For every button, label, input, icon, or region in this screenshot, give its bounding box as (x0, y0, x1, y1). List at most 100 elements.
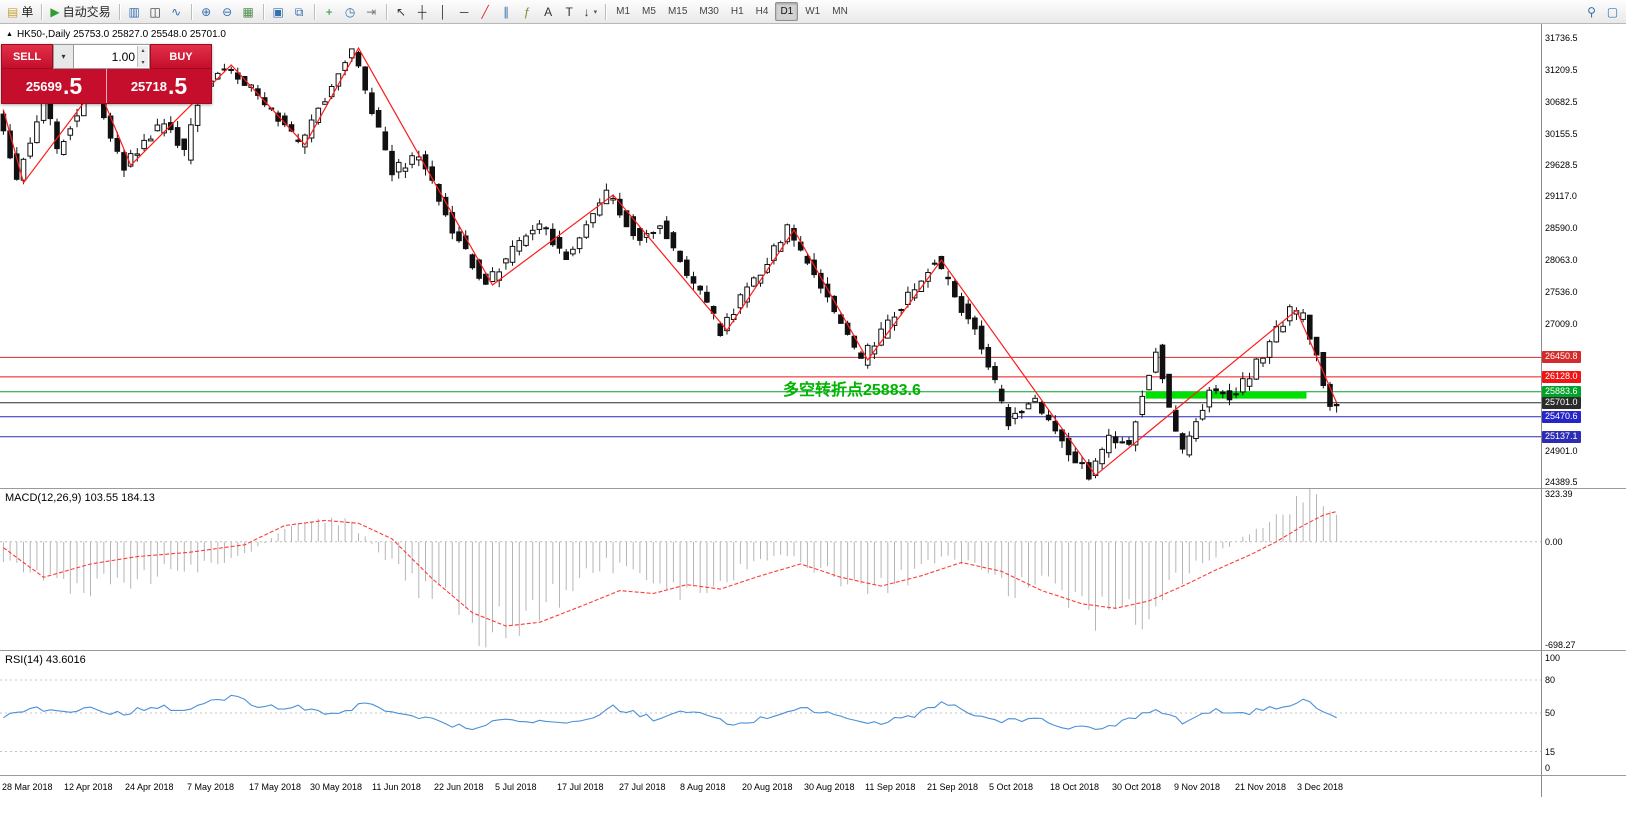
bar-chart-icon: ▥ (128, 4, 140, 19)
timeframe-h1[interactable]: H1 (730, 6, 744, 17)
candlestick-chart-button[interactable]: ◫ (145, 2, 166, 22)
text-icon: A (544, 4, 553, 19)
chart-shift-icon: ⇥ (366, 4, 377, 19)
period-clock-icon: ◷ (344, 4, 356, 19)
line-chart-button[interactable]: ∿ (166, 2, 187, 22)
volume-dropdown-button[interactable]: ▾ (53, 44, 74, 69)
vertical-line-icon: │ (439, 4, 447, 19)
trendline-button[interactable]: ╱ (475, 2, 496, 22)
price-tick-label: 31736.5 (1545, 33, 1578, 43)
auto-trading-icon: ▶ (50, 4, 60, 19)
auto-trading-button-label: 自动交易 (62, 5, 111, 19)
sell-price-frac: .5 (62, 72, 83, 99)
panel-separator[interactable] (0, 488, 1626, 489)
cursor-icon: ↖ (396, 4, 407, 19)
price-tick-label: 29628.5 (1545, 160, 1578, 171)
one-click-collapse-icon[interactable]: ▲ (6, 31, 13, 38)
time-tick-label: 28 Mar 2018 (2, 782, 53, 792)
crosshair-button[interactable]: ┼ (412, 2, 433, 22)
timeframe-d1[interactable]: D1 (775, 2, 799, 21)
cursor-button[interactable]: ↖ (391, 2, 412, 22)
fibonacci-button[interactable]: ƒ (517, 2, 538, 22)
bar-chart-button[interactable]: ▥ (124, 2, 145, 22)
macd-tick-label: -698.27 (1545, 640, 1576, 650)
price-tick-label: 29117.0 (1545, 191, 1577, 202)
price-tick-label: 24389.5 (1545, 477, 1578, 487)
timeframe-m15[interactable]: M15 (667, 6, 688, 17)
toolbar-divider (190, 3, 192, 20)
zoom-in-icon: ⊕ (201, 4, 212, 19)
time-tick-label: 9 Nov 2018 (1174, 782, 1221, 792)
price-tick-label: 28063.0 (1545, 255, 1578, 265)
time-tick-label: 12 Apr 2018 (64, 782, 113, 792)
horizontal-line-button[interactable]: ─ (454, 2, 475, 22)
timeframe-mn[interactable]: MN (832, 6, 848, 17)
price-tick-label: 27536.0 (1545, 286, 1578, 297)
buy-price[interactable]: 25718 .5 (107, 69, 211, 103)
vertical-line-button[interactable]: │ (433, 2, 454, 22)
timeframe-w1[interactable]: W1 (805, 6, 821, 17)
timeframe-m1[interactable]: M1 (616, 6, 631, 17)
trendline-icon: ╱ (481, 4, 489, 19)
time-tick-label: 20 Aug 2018 (742, 782, 793, 792)
chevron-down-icon[interactable]: ▾ (593, 8, 598, 16)
new-chart-icon: + (325, 4, 333, 19)
detach-chart-icon: ▢ (1606, 4, 1619, 19)
price-chart-canvas[interactable] (0, 24, 1541, 488)
search-icon: ⚲ (1587, 4, 1596, 19)
buy-button[interactable]: BUY (150, 44, 212, 69)
period-clock-button[interactable]: ◷ (340, 2, 361, 22)
axis-border (1541, 24, 1542, 797)
zoom-in-button[interactable]: ⊕ (196, 2, 217, 22)
macd-tick-label: 323.39 (1545, 489, 1573, 499)
timeframe-m5[interactable]: M5 (642, 6, 656, 17)
cascade-windows-icon: ⧉ (294, 4, 304, 19)
macd-canvas[interactable] (0, 488, 1541, 650)
channel-icon: ∥ (503, 4, 510, 19)
search-button[interactable]: ⚲ (1581, 2, 1602, 22)
volume-input[interactable]: 1.00 ▴ ▾ (74, 44, 150, 69)
crosshair-icon: ┼ (417, 4, 427, 19)
macd-tick-label: 0.00 (1545, 536, 1563, 547)
pivot-annotation[interactable]: 多空转折点25883.6 (783, 382, 921, 399)
cascade-windows-button[interactable]: ⧉ (289, 2, 310, 22)
new-order-button[interactable]: ▤ 单 (3, 2, 37, 22)
new-order-icon: ▤ (7, 4, 19, 19)
macd-axis[interactable]: 323.39 0.00 -698.27 (1542, 488, 1626, 650)
spinner-up-icon[interactable]: ▴ (141, 48, 145, 54)
timeframe-m30[interactable]: M30 (699, 6, 719, 17)
rsi-canvas[interactable] (0, 650, 1541, 775)
chart-shift-button[interactable]: ⇥ (361, 2, 382, 22)
panel-separator[interactable] (0, 650, 1626, 651)
detach-chart-button[interactable]: ▢ (1602, 2, 1623, 22)
time-axis[interactable]: 28 Mar 2018 12 Apr 2018 24 Apr 2018 7 May 2… (0, 775, 1626, 797)
spinner-down-icon[interactable]: ▾ (141, 60, 145, 66)
price-badge: 25470.6 (1542, 410, 1581, 423)
time-tick-label: 30 Aug 2018 (804, 782, 855, 792)
auto-trading-button[interactable]: ▶ 自动交易 (46, 2, 114, 22)
sell-price[interactable]: 25699 .5 (2, 69, 106, 103)
toolbar-divider (118, 3, 120, 20)
grid-button[interactable]: ▦ (238, 2, 259, 22)
new-chart-button[interactable]: + (319, 2, 340, 22)
toolbar: ▤ 单 ▶ 自动交易 ▥ ◫ ∿ ⊕ ⊖ ▦ ▣ ⧉ + ◷ ⇥ ↖ ┼ │ ─ ╱ ∥ ƒ A T ↓ ▾ M1 M5 M15 M30 H… (0, 0, 1626, 24)
label-button[interactable]: T (559, 2, 580, 22)
time-tick-label: 21 Sep 2018 (927, 782, 979, 792)
rsi-axis[interactable]: 100 80 50 15 0 (1542, 650, 1626, 775)
rsi-tick-label: 50 (1545, 708, 1556, 718)
text-button[interactable]: A (538, 2, 559, 22)
price-axis[interactable]: 31736.5 31209.5 30682.5 30155.5 29628.5 29117… (1542, 24, 1626, 488)
zoom-out-icon: ⊖ (222, 4, 233, 19)
time-tick-label: 17 May 2018 (249, 782, 302, 792)
timeframe-h4[interactable]: H4 (755, 6, 769, 17)
sell-button[interactable]: SELL (1, 44, 53, 69)
tile-windows-button[interactable]: ▣ (268, 2, 289, 22)
zoom-out-button[interactable]: ⊖ (217, 2, 238, 22)
arrows-button[interactable]: ↓ ▾ (580, 2, 602, 22)
time-tick-label: 24 Apr 2018 (125, 782, 174, 792)
new-order-button-label: 单 (21, 5, 34, 19)
volume-spinner[interactable]: ▴ ▾ (137, 46, 148, 67)
channel-button[interactable]: ∥ (496, 2, 517, 22)
price-tick-label: 24901.0 (1545, 446, 1578, 457)
price-tick-label: 31209.5 (1545, 64, 1578, 75)
